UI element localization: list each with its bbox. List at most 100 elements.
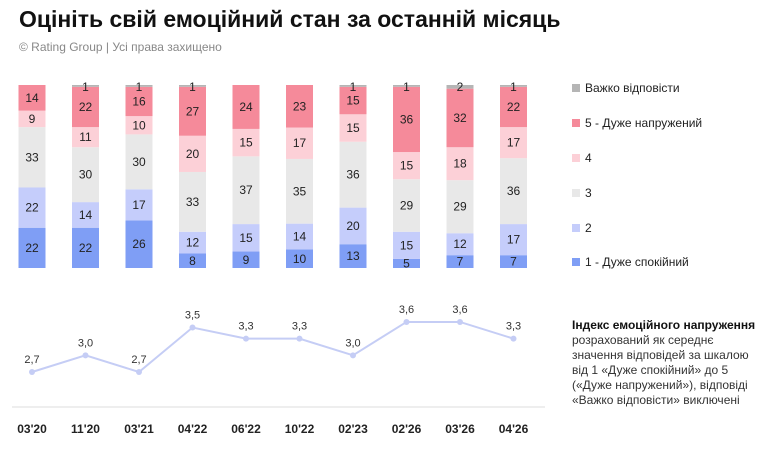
bar-label: 30 — [132, 155, 146, 169]
bar-segment — [72, 147, 99, 203]
bar-segment — [286, 158, 313, 224]
index-note-text: розрахований як середнє значення відпові… — [572, 333, 749, 407]
bar-label: 33 — [186, 195, 200, 209]
bar-segment — [393, 179, 420, 232]
bar-segment — [18, 227, 46, 268]
bar-label: 29 — [453, 200, 467, 214]
bar-segment — [232, 85, 260, 129]
legend-label: 3 — [585, 186, 592, 200]
bar-label: 7 — [510, 255, 517, 269]
bar-segment — [232, 224, 260, 252]
index-label: 2,7 — [131, 354, 146, 366]
bar-segment — [393, 86, 420, 153]
legend-label: 4 — [585, 151, 592, 165]
bar-label: 37 — [239, 183, 253, 197]
index-label: 3,0 — [78, 337, 93, 349]
copyright: © Rating Group | Усі права захищено — [19, 40, 222, 54]
bar-segment — [179, 85, 206, 87]
bar-label: 15 — [346, 121, 360, 135]
bar-label: 1 — [136, 80, 143, 94]
index-label: 3,6 — [452, 304, 467, 316]
bar-label: 23 — [293, 99, 307, 113]
bar-label: 15 — [239, 231, 253, 245]
bar-label: 22 — [79, 100, 93, 114]
bar-label: 22 — [79, 241, 93, 255]
index-label: 3,3 — [292, 321, 307, 333]
legend-label: 1 - Дуже спокійний — [585, 255, 689, 269]
bar-label: 30 — [79, 168, 93, 182]
bar-label: 20 — [346, 219, 360, 233]
x-tick-label: 02'23 — [338, 422, 368, 436]
index-note-title: Індекс емоційного напруження — [572, 318, 756, 332]
bar-segment — [500, 85, 527, 87]
bar-segment — [18, 127, 46, 188]
bar-segment — [339, 114, 367, 142]
bar-label: 9 — [29, 112, 36, 126]
bar-label: 12 — [186, 236, 200, 250]
bar-segment — [393, 258, 420, 268]
bar-segment — [125, 86, 153, 117]
x-tick-label: 03'21 — [124, 422, 154, 436]
bar-label: 14 — [79, 208, 93, 222]
x-tick-label: 10'22 — [285, 422, 315, 436]
bar-label: 11 — [79, 130, 92, 144]
index-line — [31, 320, 514, 374]
bar-segment — [232, 251, 260, 268]
index-point — [29, 369, 35, 375]
index-point — [82, 352, 89, 359]
bar-label: 22 — [25, 201, 39, 215]
bar-label: 9 — [243, 253, 250, 267]
bar-segment — [179, 253, 206, 268]
bar-segment — [72, 85, 99, 87]
bar-segment — [179, 135, 206, 172]
bar-label: 22 — [25, 241, 39, 255]
index-label: 2,7 — [24, 354, 39, 366]
bar-label: 1 — [189, 80, 196, 94]
bar-segment — [500, 86, 527, 128]
bar-segment — [500, 224, 527, 256]
bar-label: 1 — [350, 80, 357, 94]
bar-label: 10 — [132, 118, 146, 132]
bar-segment — [393, 85, 420, 87]
bar-label: 14 — [293, 230, 307, 244]
index-label: 3,0 — [345, 337, 360, 349]
bar-segment — [72, 202, 99, 228]
bar-label: 15 — [400, 238, 414, 252]
bar-segment — [446, 88, 474, 148]
bar-segment — [18, 85, 46, 111]
bar-label: 36 — [400, 112, 414, 126]
bar-label: 36 — [346, 168, 360, 182]
legend-swatch — [572, 154, 580, 162]
bar-segment — [339, 141, 367, 208]
bar-segment — [125, 189, 153, 221]
index-point — [296, 335, 303, 342]
bar-label: 26 — [132, 237, 146, 251]
bar-segment — [18, 110, 46, 128]
bar-segment — [232, 128, 260, 157]
bar-segment — [339, 86, 367, 115]
bar-segment — [446, 85, 474, 89]
bar-segment — [446, 233, 474, 256]
legend-swatch — [572, 258, 580, 266]
bar-label: 22 — [507, 100, 521, 114]
bar-segment — [339, 85, 367, 87]
bar-label: 1 — [510, 80, 517, 94]
bar-label: 17 — [507, 233, 521, 247]
bar-segment — [232, 156, 260, 225]
bar-label: 10 — [293, 252, 307, 266]
bar-label: 17 — [132, 198, 146, 212]
bar-label: 16 — [132, 94, 146, 108]
bar-segment — [179, 171, 206, 232]
bar-segment — [393, 231, 420, 259]
bar-segment — [125, 85, 153, 87]
index-label: 3,3 — [506, 321, 521, 333]
bar-segment — [72, 127, 99, 148]
bar-segment — [339, 244, 367, 268]
bar-label: 1 — [82, 80, 89, 94]
bar-segment — [286, 223, 313, 250]
x-tick-label: 03'20 — [17, 422, 47, 436]
index-label: 3,5 — [185, 310, 200, 322]
bar-segment — [72, 86, 99, 128]
index-point — [403, 318, 410, 325]
x-tick-label: 03'26 — [445, 422, 475, 436]
